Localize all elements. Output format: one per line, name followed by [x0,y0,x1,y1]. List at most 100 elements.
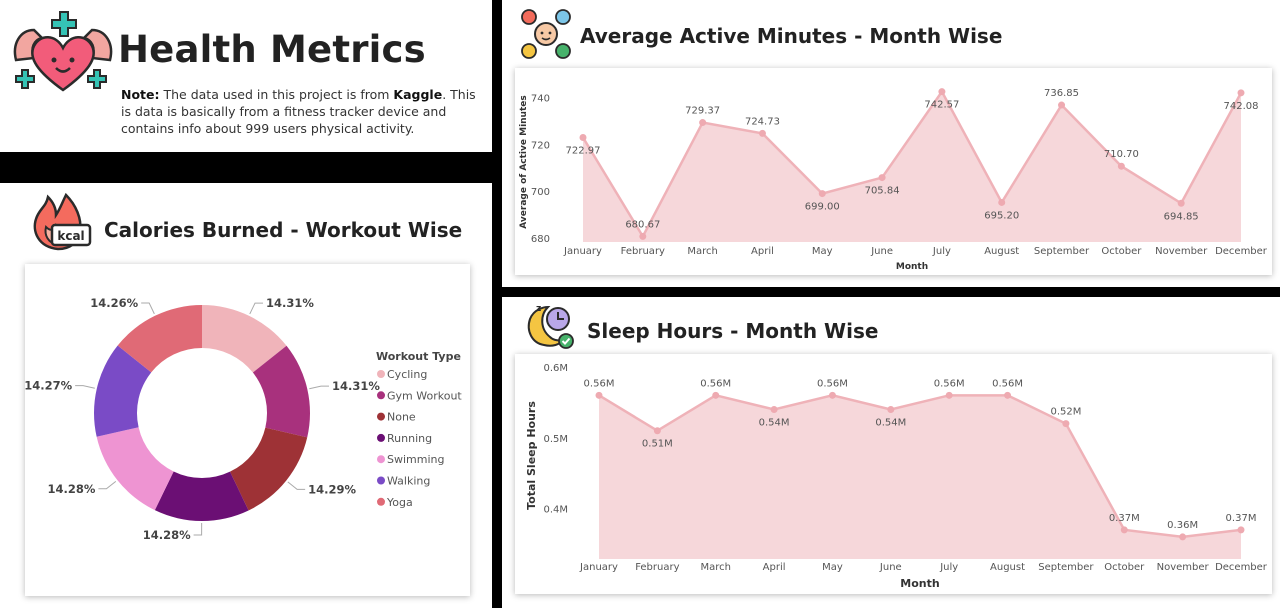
data-point[interactable] [1237,89,1245,97]
data-point[interactable] [1062,420,1070,428]
series-line [598,393,1242,539]
data-label: 0.36M [1167,520,1198,531]
legend-swatch [377,433,385,442]
flame-kcal-icon: kcal [33,192,92,251]
calories-panel: kcal Calories Burned - Workout Wise 14.3… [0,183,492,608]
header-panel: Health Metrics Note: The data used in th… [0,0,492,152]
data-point[interactable] [712,391,720,399]
data-point[interactable] [653,427,661,435]
donut-slice-walking[interactable] [93,345,152,437]
donut-leader-line [98,480,117,490]
y-tick-label: 720 [531,140,550,151]
x-tick-label: December [1215,562,1268,573]
x-tick-label: May [812,246,833,257]
data-point[interactable] [595,391,603,399]
x-tick-label: April [763,562,786,573]
y-tick-label: 0.4M [543,505,568,516]
x-tick-label: July [932,246,951,257]
x-tick-label: March [687,246,717,257]
page-title: Health Metrics [118,28,426,71]
x-tick-label: March [700,562,730,573]
data-point[interactable] [1177,199,1185,207]
x-axis-title: Month [900,577,939,590]
legend-item[interactable]: Running [387,432,432,445]
data-point[interactable] [1237,526,1245,534]
y-tick-label: 0.6M [543,363,568,374]
donut-leader-line [309,385,330,390]
y-tick-label: 700 [531,187,550,198]
data-point[interactable] [818,190,826,198]
donut-leader-line [75,385,95,389]
data-point[interactable] [639,232,647,240]
note-text-2: . This is data is basically from a fitne… [121,87,476,136]
data-label: 736.85 [1044,88,1079,99]
y-axis-title: Average of Active Minutes [519,95,529,228]
legend-item[interactable]: Gym Workout [387,389,462,402]
x-tick-label: August [984,246,1019,257]
sleep-card: 0.56M January 0.51M February 0.56M March 0.54M… [515,354,1272,594]
data-point[interactable] [878,174,886,182]
data-label: 729.37 [685,106,720,117]
donut-leader-line [141,302,155,315]
kcal-icon-label: kcal [57,229,84,243]
data-point[interactable] [938,88,946,96]
donut-slice-none[interactable] [230,427,308,511]
data-point[interactable] [998,198,1006,206]
data-point[interactable] [828,391,836,399]
data-source-note: Note: The data used in this project is f… [121,86,481,137]
series-line [581,89,1243,239]
x-tick-label: January [579,562,618,573]
data-point[interactable] [1058,101,1066,109]
x-tick-label: October [1101,246,1142,257]
data-label: 699.00 [805,202,840,213]
sleep-hours-area-chart: 0.56M January 0.51M February 0.56M March 0.54M… [525,363,1268,590]
data-point[interactable] [1120,526,1128,534]
active-minutes-card: 722.97 January 680.67 February 729.37 March 72… [515,68,1272,275]
legend-item[interactable]: None [387,411,416,424]
data-point[interactable] [945,391,953,399]
donut-data-label: 14.28% [143,528,191,542]
sleep-title: Sleep Hours - Month Wise [587,319,879,343]
data-label: 0.56M [934,378,965,389]
x-tick-label: July [939,562,958,573]
calories-card: 14.31% 14.31% 14.29% 14.28% 14.28% 14.27% 14.2… [24,264,470,596]
data-label: 724.73 [745,116,780,127]
data-point[interactable] [1179,533,1187,541]
active-minutes-title: Average Active Minutes - Month Wise [580,24,1003,48]
donut-slice-gym-workout[interactable] [252,345,310,438]
muscle-heart-icon [13,11,113,92]
data-label: 0.56M [817,378,848,389]
donut-slice-swimming[interactable] [96,427,174,511]
legend-item[interactable]: Yoga [386,496,413,509]
donut-slice-cycling[interactable] [202,305,287,373]
fitness-activities-icon [521,9,571,59]
y-tick-label: 680 [531,234,550,245]
data-point[interactable] [579,134,587,142]
data-point[interactable] [770,405,778,413]
x-tick-label: December [1215,246,1268,257]
x-tick-label: April [751,246,774,257]
legend-item[interactable]: Swimming [387,453,444,466]
data-label: 0.54M [875,417,906,428]
data-point[interactable] [758,129,766,137]
sleep-panel: z Sleep Hours - Month Wise 0.56M January 0… [502,297,1280,608]
donut-slice-running[interactable] [154,471,249,521]
x-tick-label: June [870,246,893,257]
x-tick-label: February [635,562,679,573]
legend-item[interactable]: Walking [387,475,430,488]
donut-data-label: 14.28% [47,482,95,496]
data-point[interactable] [1004,391,1012,399]
data-label: 705.84 [865,186,900,197]
donut-data-label: 14.27% [24,379,72,393]
donut-data-label: 14.31% [332,379,380,393]
sleep-clock-icon: z [527,304,574,349]
data-point[interactable] [699,119,707,127]
data-label: 0.51M [642,439,673,450]
data-point[interactable] [1117,162,1125,170]
donut-slice-yoga[interactable] [117,305,202,373]
data-point[interactable] [887,405,895,413]
data-label: 742.57 [924,100,959,111]
legend-item[interactable]: Cycling [387,368,427,381]
data-label: 0.37M [1109,513,1140,524]
legend-swatch [377,412,385,421]
